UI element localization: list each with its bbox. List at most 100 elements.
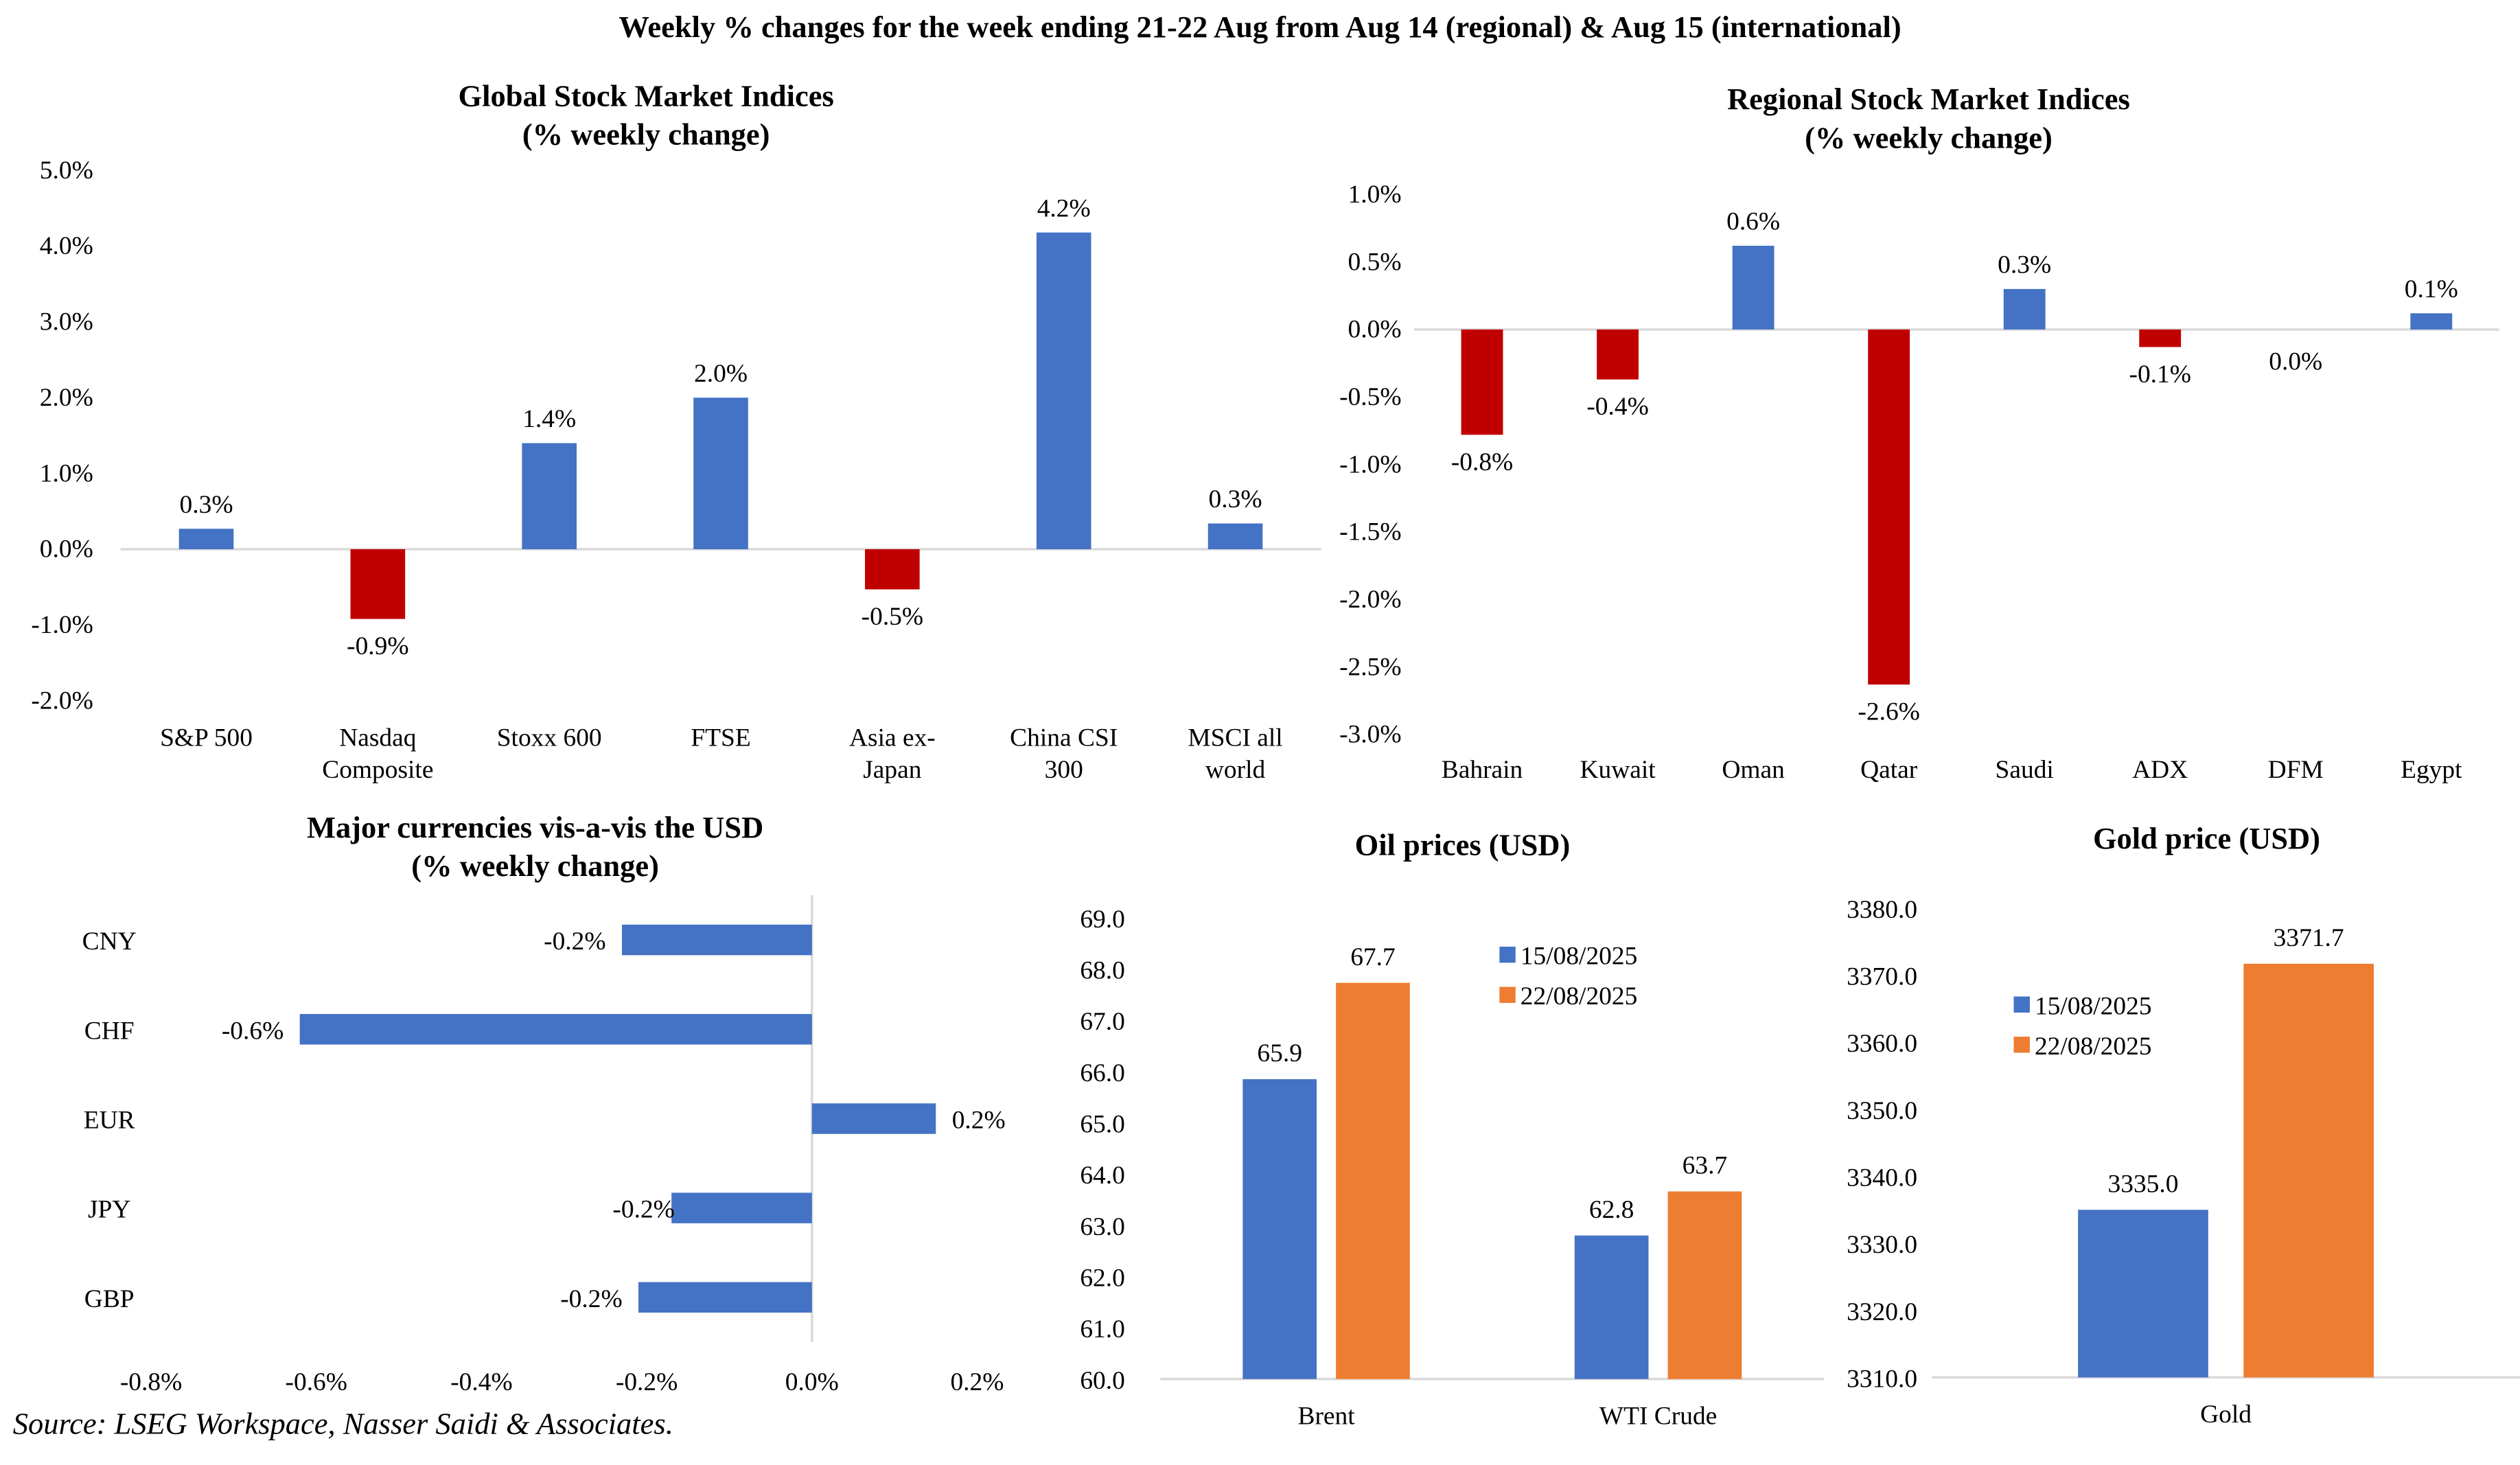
category-label: S&P 500 bbox=[160, 724, 253, 752]
bar bbox=[2139, 329, 2182, 347]
y-tick-label: 68.0 bbox=[1080, 957, 1125, 985]
bar bbox=[1036, 232, 1091, 550]
legend-label: 22/08/2025 bbox=[1521, 982, 1638, 1011]
data-label: -0.8% bbox=[1451, 448, 1513, 476]
y-tick-label: 3360.0 bbox=[1847, 1030, 1917, 1058]
y-tick-label: 0.0% bbox=[1348, 316, 1402, 344]
y-tick-label: 1.0% bbox=[40, 459, 93, 487]
data-label: 0.3% bbox=[1209, 485, 1262, 514]
bar bbox=[1597, 329, 1639, 380]
chart-title: (% weekly change) bbox=[1805, 120, 2053, 154]
y-tick-label: 60.0 bbox=[1080, 1367, 1125, 1395]
category-label: GBP bbox=[84, 1285, 135, 1313]
bar bbox=[1868, 329, 1910, 685]
y-tick-label: 69.0 bbox=[1080, 905, 1125, 934]
regional-chart: Regional Stock Market Indices (% weekly c… bbox=[1334, 65, 2520, 804]
y-tick-label: 3380.0 bbox=[1847, 896, 1917, 924]
legend-swatch bbox=[1499, 946, 1516, 963]
global-chart-svg: Global Stock Market Indices (% weekly cha… bbox=[31, 79, 1321, 784]
chart-title: Regional Stock Market Indices bbox=[1727, 82, 2130, 116]
data-label: -0.4% bbox=[1586, 393, 1648, 421]
bar bbox=[1732, 246, 1775, 330]
category-label: China CSI bbox=[1010, 724, 1118, 752]
bar bbox=[1207, 523, 1263, 550]
y-tick-label: 2.0% bbox=[40, 384, 93, 412]
data-label: 2.0% bbox=[694, 360, 748, 388]
data-label: 67.7 bbox=[1350, 943, 1396, 971]
category-label: Gold bbox=[2200, 1400, 2252, 1429]
bar bbox=[522, 443, 577, 550]
y-tick-label: 5.0% bbox=[40, 157, 93, 185]
data-label: -0.6% bbox=[222, 1017, 284, 1045]
y-tick-label: -2.5% bbox=[1339, 653, 1401, 681]
bar bbox=[350, 549, 406, 619]
data-label: 4.2% bbox=[1037, 194, 1091, 222]
main-title: Weekly % changes for the week ending 21-… bbox=[619, 11, 1901, 45]
category-label: Bahrain bbox=[1442, 756, 1523, 784]
legend-swatch bbox=[2013, 996, 2030, 1013]
bar bbox=[638, 1282, 812, 1313]
chart-title: (% weekly change) bbox=[411, 849, 659, 883]
chart-title: Global Stock Market Indices bbox=[459, 79, 834, 113]
bar bbox=[178, 529, 234, 550]
oil-chart: Oil prices (USD) 69.0 68.0 67.0 66.0 65.0 64.0… bbox=[1028, 796, 1825, 1455]
data-label: 3371.7 bbox=[2274, 924, 2344, 952]
category-label: Egypt bbox=[2401, 756, 2462, 784]
y-tick-label: 66.0 bbox=[1080, 1059, 1125, 1087]
legend-label: 15/08/2025 bbox=[1521, 943, 1638, 971]
legend-swatch bbox=[2013, 1037, 2030, 1053]
y-tick-label: 3330.0 bbox=[1847, 1231, 1917, 1259]
bar bbox=[1336, 982, 1410, 1379]
bar bbox=[693, 397, 748, 550]
data-label: 0.1% bbox=[2405, 275, 2458, 303]
category-label: DFM bbox=[2268, 756, 2324, 784]
category-label: 300 bbox=[1045, 756, 1083, 784]
source-note: Source: LSEG Workspace, Nasser Saidi & A… bbox=[12, 1407, 673, 1442]
chart-title: Gold price (USD) bbox=[2093, 821, 2320, 855]
y-tick-label: 64.0 bbox=[1080, 1162, 1125, 1190]
x-tick-label: 0.0% bbox=[785, 1368, 839, 1396]
bar bbox=[2078, 1210, 2208, 1378]
y-tick-label: 0.5% bbox=[1348, 248, 1402, 276]
y-tick-label: 67.0 bbox=[1080, 1008, 1125, 1036]
y-tick-label: -3.0% bbox=[1339, 721, 1401, 749]
data-label: 0.0% bbox=[2269, 347, 2322, 376]
category-label: Oman bbox=[1722, 756, 1785, 784]
data-label: 62.8 bbox=[1589, 1196, 1634, 1224]
bar bbox=[2243, 963, 2374, 1378]
data-label: 0.3% bbox=[180, 491, 233, 519]
gold-chart-svg: Gold price (USD) 3380.0 3370.0 3360.0 3350.0… bbox=[1847, 821, 2520, 1429]
y-tick-label: 65.0 bbox=[1080, 1111, 1125, 1139]
x-tick-label: -0.2% bbox=[616, 1368, 678, 1396]
y-tick-label: -0.5% bbox=[1339, 383, 1401, 411]
data-label: -0.2% bbox=[544, 927, 605, 956]
category-label: FTSE bbox=[691, 724, 750, 752]
legend-label: 22/08/2025 bbox=[2035, 1033, 2152, 1061]
category-label: EUR bbox=[84, 1107, 135, 1135]
y-tick-label: 4.0% bbox=[40, 232, 93, 260]
y-tick-label: 3340.0 bbox=[1847, 1164, 1917, 1192]
bar bbox=[621, 924, 812, 956]
data-label: 0.2% bbox=[952, 1107, 1006, 1135]
gold-chart: Gold price (USD) 3380.0 3370.0 3360.0 3350.0… bbox=[1824, 796, 2520, 1455]
y-tick-label: 3370.0 bbox=[1847, 962, 1917, 991]
category-label: Nasdaq bbox=[339, 724, 417, 752]
data-label: -2.6% bbox=[1858, 698, 1919, 726]
x-tick-label: -0.4% bbox=[450, 1368, 512, 1396]
x-tick-label: 0.2% bbox=[950, 1368, 1004, 1396]
data-label: 1.4% bbox=[522, 405, 576, 433]
currencies-chart: Major currencies vis-a-vis the USD (% wee… bbox=[0, 796, 1061, 1407]
bar bbox=[2410, 313, 2453, 330]
regional-chart-svg: Regional Stock Market Indices (% weekly c… bbox=[1339, 82, 2499, 784]
data-label: 65.9 bbox=[1257, 1039, 1302, 1068]
y-tick-label: -1.0% bbox=[31, 611, 93, 639]
bar bbox=[2003, 288, 2046, 330]
bar bbox=[671, 1192, 812, 1223]
data-label: 0.3% bbox=[1998, 251, 2051, 279]
bar bbox=[1242, 1078, 1317, 1379]
data-label: 3335.0 bbox=[2108, 1170, 2179, 1199]
y-tick-label: 1.0% bbox=[1348, 181, 1402, 209]
y-tick-label: 3310.0 bbox=[1847, 1365, 1917, 1393]
category-label: Brent bbox=[1297, 1402, 1355, 1430]
data-label: -0.2% bbox=[612, 1196, 674, 1224]
